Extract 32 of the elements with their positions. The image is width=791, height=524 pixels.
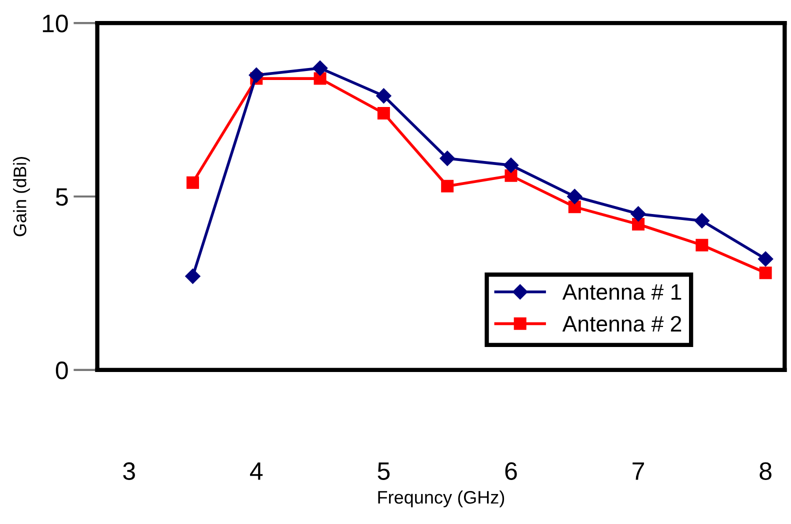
point (758, 251, 774, 267)
point (759, 266, 772, 280)
y-tick-label: 10 (42, 14, 68, 32)
x-tick-label: 8 (760, 462, 772, 480)
point (186, 176, 200, 189)
point (632, 218, 645, 230)
point (377, 106, 390, 120)
point (567, 188, 582, 204)
x-tick-label: 6 (505, 462, 517, 480)
legend-label: Antenna # 1 (562, 284, 682, 300)
legend-label: Antenna # 2 (562, 316, 682, 332)
x-tick-label: 3 (123, 462, 135, 480)
point (504, 169, 518, 182)
x-tick-label: 5 (378, 462, 390, 480)
point (696, 238, 708, 252)
point (441, 180, 454, 192)
x-axis-title: Frequncy (GHz) (378, 490, 504, 508)
point (376, 88, 392, 104)
y-axis-title: Gain (dBi) (13, 156, 30, 236)
point (248, 68, 264, 83)
point (630, 206, 646, 222)
point (185, 268, 200, 284)
point (503, 158, 519, 173)
point (568, 200, 581, 214)
point (440, 150, 455, 166)
point (694, 213, 710, 228)
point (312, 60, 328, 76)
x-tick-label: 7 (632, 462, 644, 480)
y-tick-label: 0 (56, 362, 68, 380)
point (314, 72, 326, 85)
x-tick-label: 4 (250, 462, 263, 480)
y-tick-label: 5 (56, 188, 68, 206)
